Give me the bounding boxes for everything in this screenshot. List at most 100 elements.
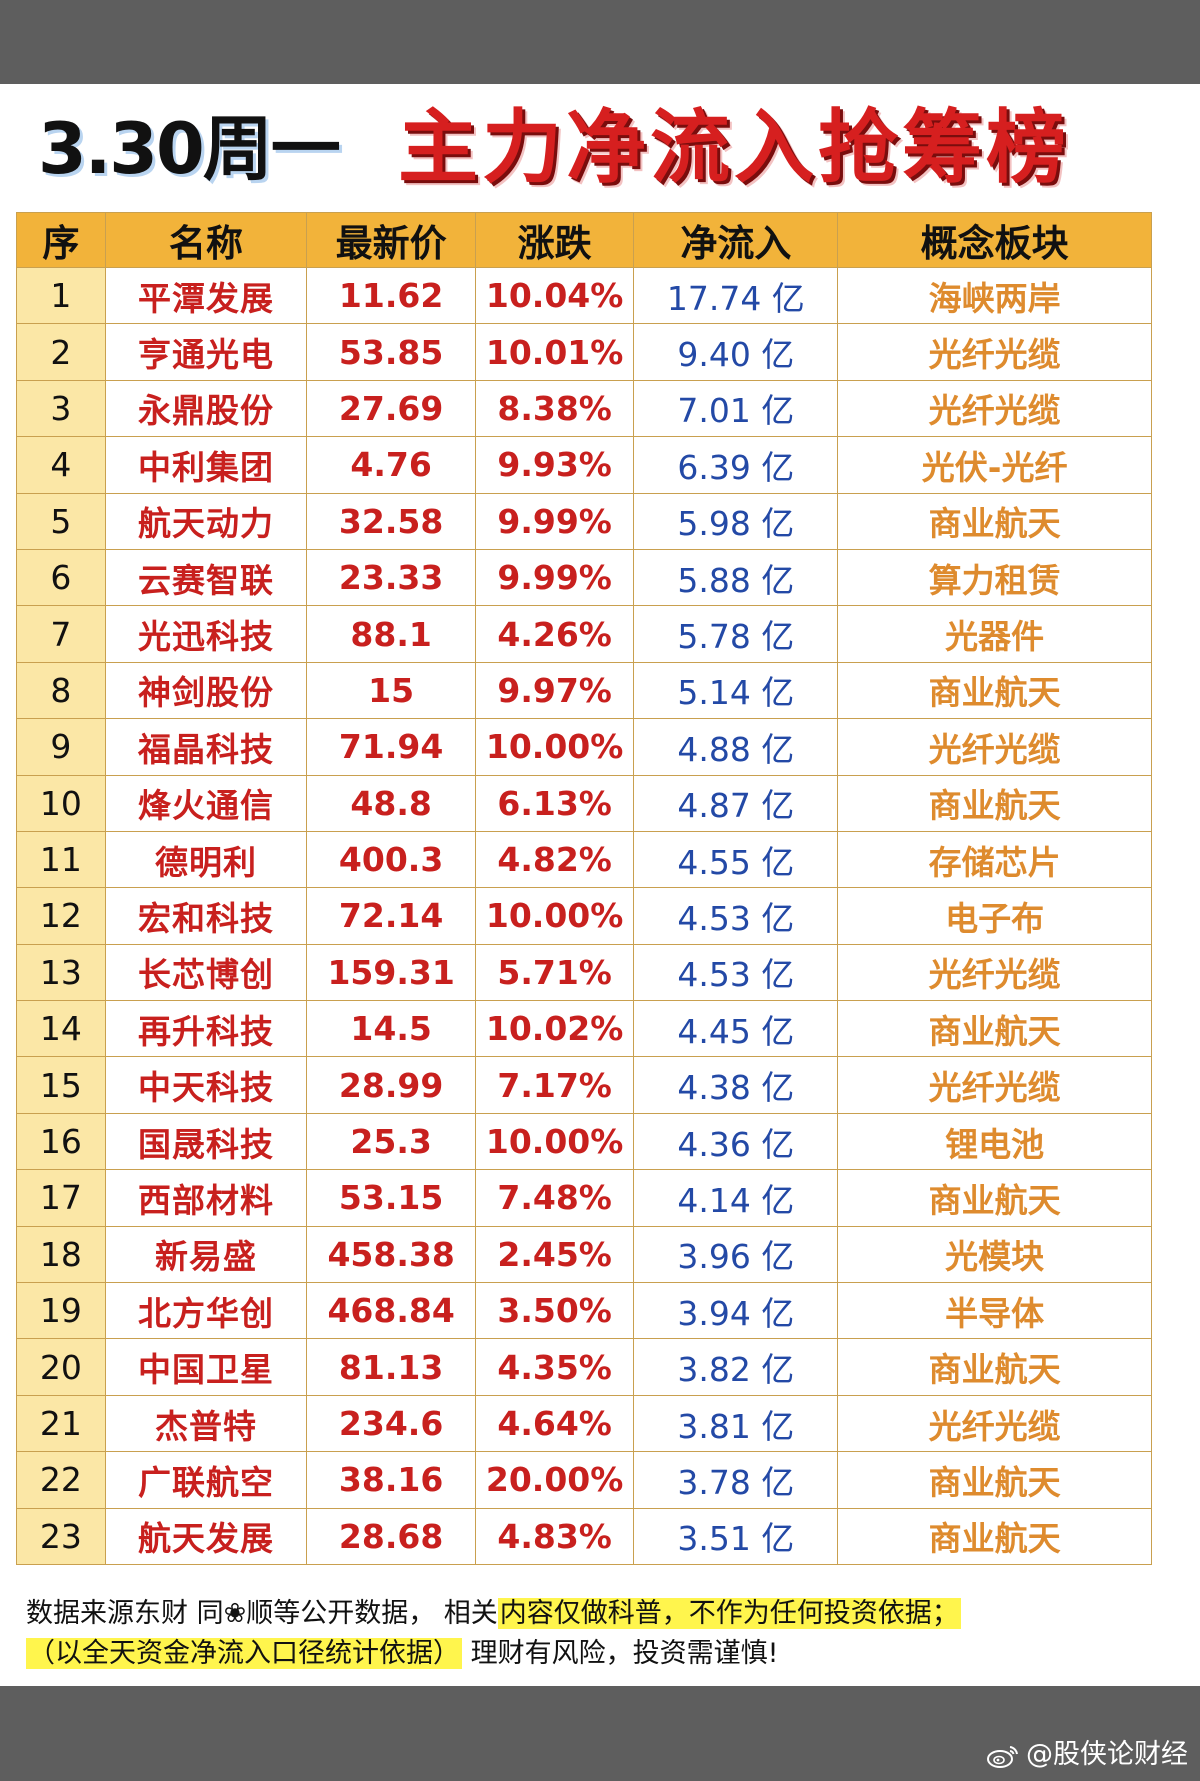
cell-index: 10 (16, 774, 106, 832)
table-row: 18 新易盛 458.38 2.45% 3.96 亿光模块 (16, 1225, 1152, 1284)
column-header-concept: 概念板块 (837, 212, 1152, 268)
cell-change-percent: 10.00% (474, 718, 635, 776)
cell-latest-price: 28.99 (306, 1056, 476, 1114)
table-header-row: 序 名称 最新价 涨跌 净流入 概念板块 (16, 212, 1152, 268)
cell-change-percent: 9.99% (474, 548, 635, 607)
table-row: 15 中天科技 28.99 7.17% 4.38 亿光纤光缆 (16, 1056, 1152, 1114)
table-row: 12 宏和科技 72.14 10.00% 4.53 亿电子布 (16, 887, 1152, 945)
cell-net-inflow: 4.55 亿 (633, 830, 839, 889)
cell-latest-price: 14.5 (306, 1000, 476, 1058)
cell-change-percent: 5.71% (474, 943, 635, 1002)
cell-concept-sector: 海峡两岸 (837, 266, 1152, 325)
cell-latest-price: 27.69 (306, 379, 476, 438)
disclaimer-highlight-1: 内容仅做科普，不作为任何投资依据； (497, 1598, 961, 1629)
cell-latest-price: 53.85 (306, 323, 476, 381)
cell-latest-price: 48.8 (306, 774, 476, 832)
cell-latest-price: 81.13 (306, 1338, 476, 1396)
cell-index: 1 (16, 266, 106, 325)
cell-net-inflow: 4.53 亿 (633, 887, 839, 945)
cell-change-percent: 9.97% (474, 661, 635, 720)
cell-net-inflow: 7.01 亿 (633, 379, 839, 438)
table-row: 11 德明利 400.3 4.82% 4.55 亿存储芯片 (16, 830, 1152, 889)
cell-latest-price: 38.16 (306, 1451, 476, 1509)
table-row: 10 烽火通信 48.8 6.13% 4.87 亿商业航天 (16, 774, 1152, 832)
cell-latest-price: 28.68 (306, 1507, 476, 1565)
table-row: 1 平潭发展 11.62 10.04% 17.74 亿海峡两岸 (16, 266, 1152, 325)
watermark: @股侠论财经 (986, 1735, 1188, 1775)
cell-stock-name: 再升科技 (104, 1000, 308, 1058)
cell-concept-sector: 算力租赁 (837, 548, 1152, 607)
cell-concept-sector: 商业航天 (837, 661, 1152, 720)
cell-concept-sector: 半导体 (837, 1282, 1152, 1340)
disclaimer-risk-text: 理财有风险，投资需谨慎! (462, 1638, 779, 1669)
cell-net-inflow: 3.78 亿 (633, 1451, 839, 1509)
cell-index: 4 (16, 436, 106, 494)
column-header-net-inflow: 净流入 (633, 212, 839, 268)
cell-concept-sector: 光纤光缆 (837, 379, 1152, 438)
disclaimer-line-2: （以全天资金净流入口径统计依据） 理财有风险，投资需谨慎! (26, 1634, 1176, 1674)
cell-change-percent: 3.50% (474, 1282, 635, 1340)
cell-concept-sector: 商业航天 (837, 1338, 1152, 1396)
table-row: 6 云赛智联 23.33 9.99% 5.88 亿算力租赁 (16, 548, 1152, 607)
cell-index: 5 (16, 492, 106, 550)
cell-concept-sector: 存储芯片 (837, 830, 1152, 889)
watermark-text: @股侠论财经 (1026, 1739, 1188, 1770)
cell-stock-name: 中利集团 (104, 436, 308, 494)
cell-stock-name: 航天动力 (104, 492, 308, 550)
cell-net-inflow: 4.87 亿 (633, 774, 839, 832)
weibo-icon (987, 1745, 1018, 1768)
table-row: 20 中国卫星 81.13 4.35% 3.82 亿商业航天 (16, 1338, 1152, 1396)
cell-index: 8 (16, 661, 106, 720)
cell-stock-name: 永鼎股份 (104, 379, 308, 438)
cell-change-percent: 10.02% (474, 1000, 635, 1058)
cell-latest-price: 4.76 (306, 436, 476, 494)
cell-concept-sector: 光纤光缆 (837, 323, 1152, 381)
cell-latest-price: 234.6 (306, 1394, 476, 1453)
cell-net-inflow: 9.40 亿 (633, 323, 839, 381)
cell-index: 21 (16, 1394, 106, 1453)
cell-net-inflow: 4.14 亿 (633, 1169, 839, 1227)
cell-index: 9 (16, 718, 106, 776)
cell-latest-price: 458.38 (306, 1225, 476, 1284)
cell-change-percent: 10.04% (474, 266, 635, 325)
cell-concept-sector: 锂电池 (837, 1112, 1152, 1171)
cell-change-percent: 6.13% (474, 774, 635, 832)
table-row: 19 北方华创 468.84 3.50% 3.94 亿半导体 (16, 1282, 1152, 1340)
table-row: 16 国晟科技 25.3 10.00% 4.36 亿锂电池 (16, 1112, 1152, 1171)
cell-index: 12 (16, 887, 106, 945)
table-row: 5 航天动力 32.58 9.99% 5.98 亿商业航天 (16, 492, 1152, 550)
cell-latest-price: 71.94 (306, 718, 476, 776)
column-header-change: 涨跌 (474, 212, 635, 268)
cell-change-percent: 8.38% (474, 379, 635, 438)
cell-change-percent: 4.26% (474, 605, 635, 663)
cell-net-inflow: 5.78 亿 (633, 605, 839, 663)
cell-latest-price: 72.14 (306, 887, 476, 945)
cell-net-inflow: 5.98 亿 (633, 492, 839, 550)
table-row: 21 杰普特 234.6 4.64% 3.81 亿光纤光缆 (16, 1394, 1152, 1453)
cell-stock-name: 烽火通信 (104, 774, 308, 832)
cell-change-percent: 4.82% (474, 830, 635, 889)
cell-concept-sector: 商业航天 (837, 492, 1152, 550)
cell-stock-name: 西部材料 (104, 1169, 308, 1227)
cell-stock-name: 中天科技 (104, 1056, 308, 1114)
main-title: 主力净流入抢筹榜 (398, 101, 1070, 194)
cell-stock-name: 国晟科技 (104, 1112, 308, 1171)
cell-change-percent: 4.83% (474, 1507, 635, 1565)
cell-stock-name: 云赛智联 (104, 548, 308, 607)
table-row: 8 神剑股份 15 9.97% 5.14 亿商业航天 (16, 661, 1152, 720)
cell-latest-price: 88.1 (306, 605, 476, 663)
cell-change-percent: 9.99% (474, 492, 635, 550)
cell-latest-price: 400.3 (306, 830, 476, 889)
cell-concept-sector: 商业航天 (837, 774, 1152, 832)
poster-card: 3.30周一 主力净流入抢筹榜 序 名称 最新价 涨跌 净流入 概念板块 1 平潭… (0, 84, 1200, 1686)
cell-stock-name: 福晶科技 (104, 718, 308, 776)
cell-index: 2 (16, 323, 106, 381)
top-dark-band (0, 0, 1200, 84)
cell-index: 15 (16, 1056, 106, 1114)
cell-stock-name: 平潭发展 (104, 266, 308, 325)
cell-net-inflow: 3.81 亿 (633, 1394, 839, 1453)
column-header-name: 名称 (104, 212, 308, 268)
cell-change-percent: 7.17% (474, 1056, 635, 1114)
cell-index: 22 (16, 1451, 106, 1509)
cell-index: 16 (16, 1112, 106, 1171)
